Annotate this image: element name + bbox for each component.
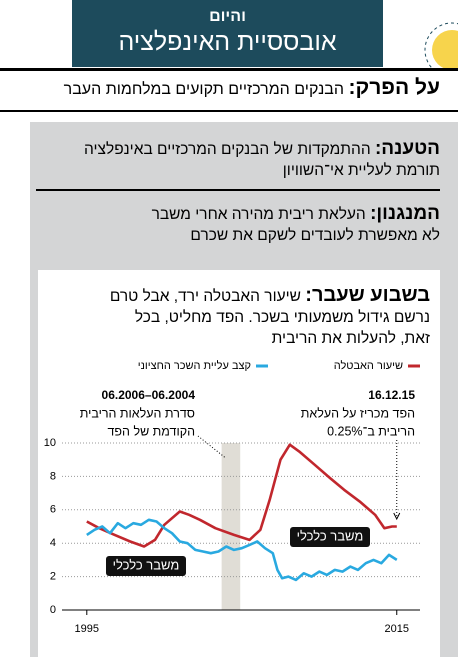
arrow-head: [393, 512, 401, 521]
headline-label: על הפרק:: [348, 76, 440, 99]
last-week-label: בשבוע שעבר:: [305, 284, 430, 306]
series-line: [86, 518, 398, 582]
banner: והיום אובססיית האינפלציה: [72, 0, 383, 67]
mechanism-line: לא מאפשרת לעובדים לשקם את שכרם: [190, 227, 440, 244]
mechanism-label: המנגנון:: [370, 203, 440, 224]
y-tick-label: 4: [50, 537, 56, 549]
leader: [197, 435, 226, 459]
claim-line: ההתמקדות של הבנקים המרכזיים באינפלציה: [84, 141, 371, 158]
annotation-text: סדרת העלאות הריבית: [80, 406, 195, 420]
series-line: [86, 443, 397, 548]
y-tick-label: 8: [50, 470, 56, 482]
y-tick-label: 0: [50, 604, 56, 616]
claim: הטענה: ההתמקדות של הבנקים המרכזיים באינפ…: [30, 138, 440, 181]
headline-text: הבנקים המרכזיים תקועים במלחמות העבר: [63, 81, 345, 98]
divider: [36, 189, 440, 191]
bulb-ring: [424, 22, 458, 70]
annotation-title: 06.2004–06.2006: [102, 388, 196, 402]
x-tick-label: 1995: [75, 623, 99, 635]
rule: [0, 110, 458, 112]
bulb: [432, 30, 458, 70]
claim-label: הטענה:: [374, 138, 440, 159]
y-tick-label: 2: [50, 571, 56, 583]
last-week-line: שיעור האבטלה ירד, אבל טרם: [109, 288, 301, 305]
bulb-icon: [424, 22, 458, 70]
banner-kicker: והיום: [209, 8, 246, 25]
banner-title: אובססיית האינפלציה: [118, 28, 337, 56]
annotation-text: הריבית ב־0.25%: [327, 424, 415, 438]
annotation-text: הפד מכריז על העלאת: [301, 406, 415, 420]
last-week: בשבוע שעבר: שיעור האבטלה ירד, אבל טרם נר…: [30, 285, 430, 349]
x-tick-label: 2015: [385, 623, 409, 635]
crisis-label: משבר כלכלי: [113, 557, 180, 572]
crisis-box: [106, 556, 186, 576]
annotation-title: 16.12.15: [368, 388, 415, 402]
y-tick-label: 6: [50, 504, 56, 516]
y-tick-label: 10: [44, 437, 56, 449]
annotation-text: הקודמת של הפד: [108, 424, 196, 438]
crisis-box: [290, 527, 370, 547]
mechanism-line: העלאת ריבית מהירה אחרי משבר: [151, 206, 366, 223]
last-week-line: נרשם גידול משמעותי בשכר. הפד מחליט, בכל: [134, 309, 430, 326]
headline: על הפרק: הבנקים המרכזיים תקועים במלחמות …: [10, 76, 440, 100]
legend-label: קצב עליית השכר החציוני: [138, 359, 251, 372]
legend-label: שיעור האבטלה: [334, 359, 403, 372]
rule: [0, 68, 458, 71]
claim-line: תורמת לעליית אי־השוויון: [282, 162, 440, 179]
last-week-line: זאת, להעלות את הריבית: [271, 330, 430, 347]
crisis-label: משבר כלכלי: [297, 528, 364, 543]
highlight-band: [221, 443, 241, 610]
mechanism: המנגנון: העלאת ריבית מהירה אחרי משבר לא …: [30, 203, 440, 246]
